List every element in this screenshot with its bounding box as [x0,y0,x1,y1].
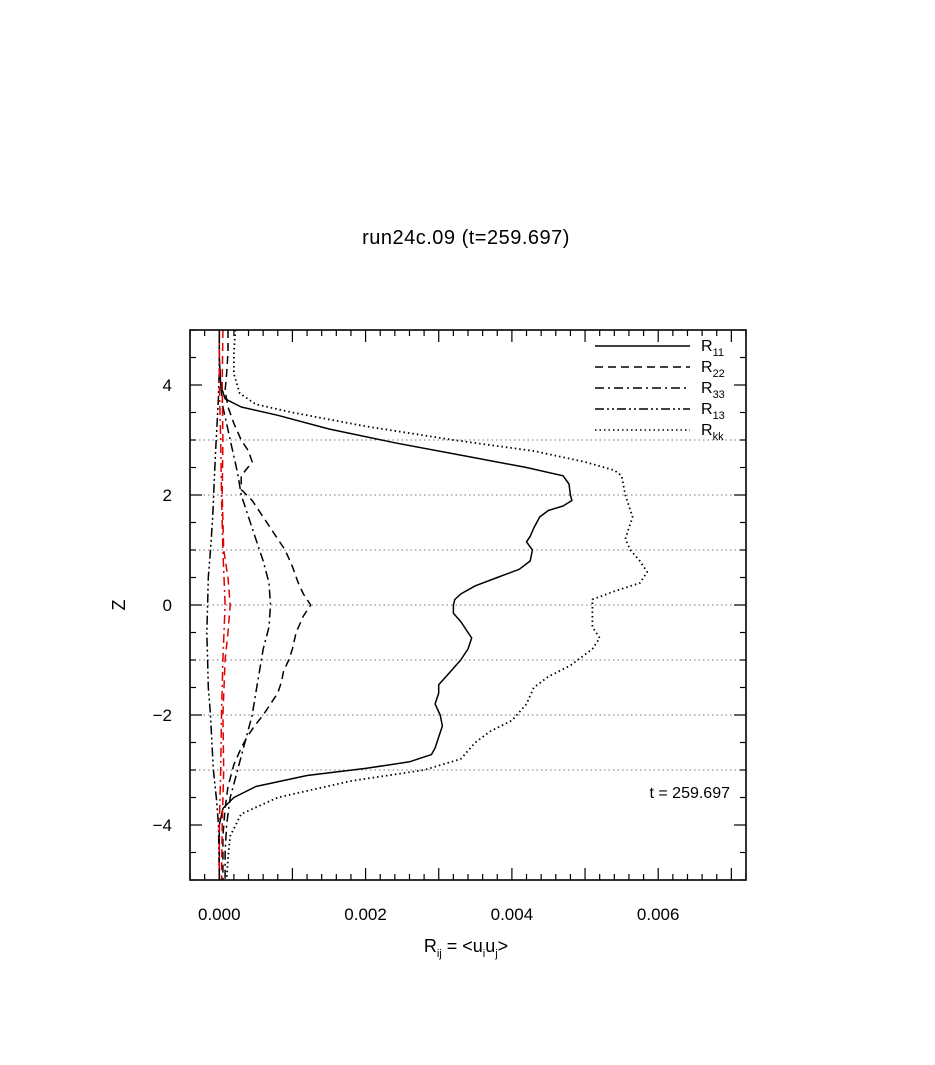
x-tick-label: 0.004 [491,905,534,924]
legend-label-r33: R33 [701,380,725,401]
series-lines [206,330,649,880]
y-tick-label: 4 [163,376,172,395]
x-tick-labels: 0.000 0.002 0.004 0.006 [198,905,679,924]
gridlines [190,439,746,771]
axis-ticks [189,329,747,881]
y-tick-label: −2 [153,706,172,725]
y-tick-label: 2 [163,486,172,505]
series-line-r22 [222,330,312,880]
y-axis-label: Z [109,600,129,611]
legend-label-rkk: Rkk [701,422,724,443]
legend-label-r13: R13 [701,401,725,422]
chart-title: run24c.09 (t=259.697) [362,227,570,249]
y-tick-label: 0 [163,596,172,615]
series-line-red-dashed [220,330,231,880]
series-line-red-dashdot [218,330,226,880]
y-tick-labels: −4 −2 0 2 4 [153,376,172,835]
series-line-r11 [218,330,573,880]
x-axis-label: Rij = <uiuj> [424,936,508,960]
y-tick-label: −4 [153,816,172,835]
x-tick-label: 0.002 [344,905,387,924]
series-line-r33 [218,330,272,880]
x-tick-label: 0.006 [637,905,680,924]
x-tick-label: 0.000 [198,905,241,924]
series-line-r13 [206,330,221,880]
time-annotation: t = 259.697 [649,785,730,802]
legend-label-r22: R22 [701,359,725,380]
legend-label-r11: R11 [701,338,724,359]
series-line-rkk [225,330,649,880]
